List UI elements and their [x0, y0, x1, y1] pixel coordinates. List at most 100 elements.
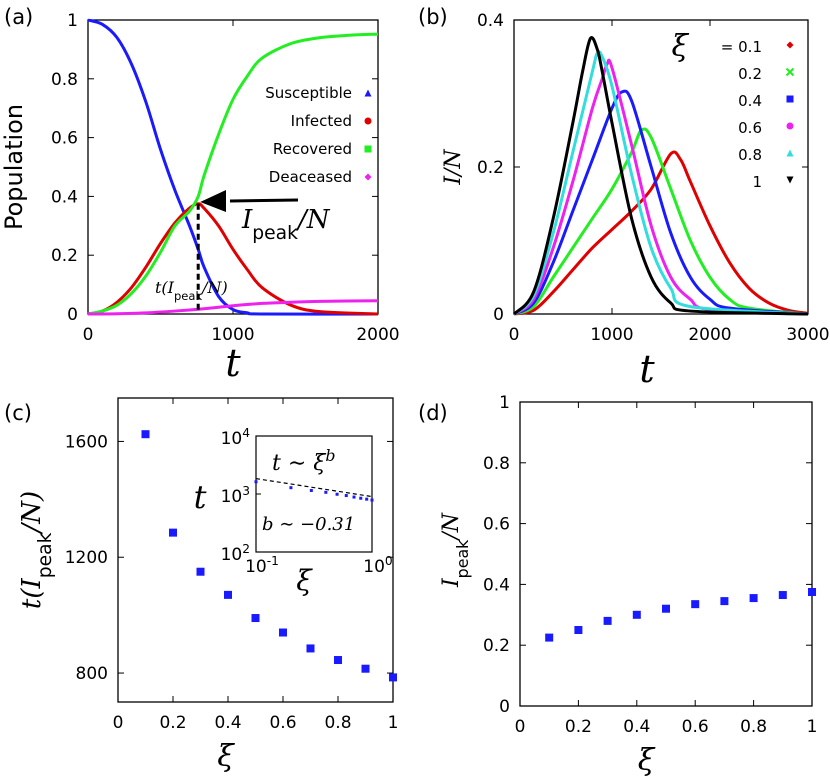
panel-a-ytick-label: 0	[67, 305, 78, 325]
panel-b-legend-label-4: 0.8	[738, 146, 762, 164]
panel-a-ytick-label: 0.6	[51, 129, 78, 149]
panel-d-xtick-label: 0.2	[565, 717, 592, 737]
panel-b-legend-label-3: 0.6	[738, 119, 762, 137]
panel-c-inset-data-point	[365, 497, 369, 501]
panel-c-xtick-label: 0.8	[324, 713, 351, 733]
panel-d-ytick-label: 0	[499, 697, 510, 717]
panel-b-legend-title: ξ	[671, 29, 689, 64]
panel-b-legend-label-0: = 0.1	[721, 38, 762, 56]
panel-c-xtick-label: 0.2	[159, 713, 186, 733]
panel-b-ylabel: I/N	[441, 149, 466, 186]
panel-c-data-point	[279, 628, 287, 637]
panel-a-legend-label-3: Deaceased	[269, 168, 352, 186]
panel-a-legend-label-2: Recovered	[273, 140, 352, 158]
panel-b-xtick-label: 3000	[786, 325, 829, 345]
panel-a-ytick-label: 0.8	[51, 70, 78, 90]
panel-d-xlabel: ξ	[638, 743, 656, 778]
panel-c-inset-fit-line	[255, 478, 373, 498]
panel-b-ytick-label: 0.2	[477, 158, 504, 178]
panel-a-xtick-label: 2000	[356, 325, 399, 345]
panel-c-data-point	[224, 590, 232, 599]
panel-a-ytick-label: 0.2	[51, 246, 78, 266]
panel-c-xtick-label: 0.6	[269, 713, 296, 733]
panel-a-xlabel: t	[225, 341, 241, 385]
panel-b-legend-marker-2	[786, 95, 794, 103]
panel-d-ytick-label: 0.4	[483, 575, 510, 595]
panel-c-inset-data-point	[359, 496, 363, 500]
panel-c-data-point	[306, 644, 315, 653]
panel-d-data-point	[632, 610, 641, 619]
panel-c-inset-fit-label: t ∼ ξb	[272, 446, 336, 477]
panel-c-inset-frame	[255, 435, 373, 553]
panel-b-xlabel: t	[639, 347, 655, 391]
panel-b-legend-marker-4	[786, 149, 794, 157]
panel-a-series-line-3	[87, 299, 379, 316]
panel-c-xlabel: ξ	[217, 739, 235, 774]
panel-c-inset-ytick-label: 104	[221, 426, 251, 449]
panel-c-inset-data-point	[324, 490, 328, 494]
panel-c-ytick-label: 800	[76, 664, 108, 684]
panel-c-inset-data-point	[335, 492, 339, 496]
panel-c-inset-data-point	[254, 480, 258, 484]
panel-c-inset-xtick-label: 100	[363, 554, 392, 577]
panel-b-legend-marker-5	[786, 176, 794, 184]
panel-c-data-point	[389, 673, 397, 682]
panel-c-inset-data-point	[309, 488, 313, 492]
panel-a-ytick-label: 0.4	[51, 187, 78, 207]
panel-d-xtick-label: 0.6	[682, 717, 709, 737]
panel-a-legend-marker-0	[364, 89, 372, 97]
panel-c-plot-frame	[117, 397, 394, 703]
panel-c-ytick-label: 1200	[65, 548, 108, 568]
panel-d-xtick-label: 1	[807, 717, 818, 737]
panel-d-ytick-label: 0.2	[483, 636, 510, 656]
panel-b-ytick-label: 0	[493, 305, 504, 325]
panel-a-ylabel: Population	[0, 104, 28, 230]
panel-a-legend-label-0: Susceptible	[265, 84, 352, 102]
panel-d-ytick-label: 0.8	[483, 454, 510, 474]
panel-a-tpeak-annotation: t(Ipeak/N)	[155, 278, 228, 303]
panel-c-data-point	[334, 656, 342, 665]
panel-d-data-point	[720, 597, 729, 606]
panel-a-legend-marker-1	[364, 117, 372, 125]
panel-b-legend-marker-1	[785, 67, 795, 77]
panel-c-inset-data-point	[344, 494, 348, 498]
panel-b-xtick-label: 1000	[590, 325, 633, 345]
panel-d-xtick-label: 0	[515, 717, 526, 737]
panel-a-peak-arrowhead	[200, 190, 226, 212]
panel-c-data-point	[251, 614, 260, 623]
panel-d-label: (d)	[418, 401, 448, 425]
panel-d-plot-frame	[519, 401, 813, 707]
panel-d-data-point	[808, 588, 816, 596]
panel-c-xtick-label: 1	[388, 713, 399, 733]
panel-b-legend-label-5: 1	[752, 173, 762, 191]
panel-a-xtick-label: 0	[83, 325, 94, 345]
panel-d-data-point	[778, 591, 787, 600]
panel-c-inset-ytick-label: 103	[221, 484, 250, 507]
panel-c-data-point	[141, 430, 150, 439]
panel-a-xtick-label: 1000	[211, 325, 254, 345]
panel-c-inset-xlabel: ξ	[296, 564, 313, 597]
panel-c-inset-ylabel: t	[194, 478, 207, 516]
panel-c-data-point	[361, 664, 370, 673]
panel-a-peak-annotation: Ipeak/N	[241, 205, 331, 244]
panel-d-data-point	[749, 594, 758, 603]
panel-b-xtick-label: 0	[509, 325, 520, 345]
panel-d-ytick-label: 0.6	[483, 515, 510, 535]
panel-d-data-point	[662, 604, 670, 613]
panel-c-inset-b-label: b ∼ −0.31	[262, 514, 355, 535]
panel-a-peak-arrow-shaft	[229, 198, 299, 203]
panel-d-xtick-label: 0.8	[740, 717, 767, 737]
panel-d-xtick-label: 0.4	[623, 717, 650, 737]
panel-b-legend-marker-0	[786, 41, 794, 49]
panel-c-inset-data-point	[370, 498, 374, 502]
panel-b-series-line-4	[512, 50, 809, 316]
panel-a-legend-marker-2	[364, 145, 372, 153]
panel-c-inset-data-point	[352, 495, 356, 499]
panel-d-data-point	[574, 626, 583, 634]
panel-d-ytick-label: 1	[499, 393, 510, 413]
panel-c-xtick-label: 0.4	[214, 713, 241, 733]
panel-a-legend-marker-3	[364, 173, 372, 181]
panel-c-ylabel: t(Ipeak/N)	[17, 491, 56, 609]
panel-b-series-line-2	[513, 89, 809, 316]
panel-b-legend-label-2: 0.4	[738, 92, 762, 110]
